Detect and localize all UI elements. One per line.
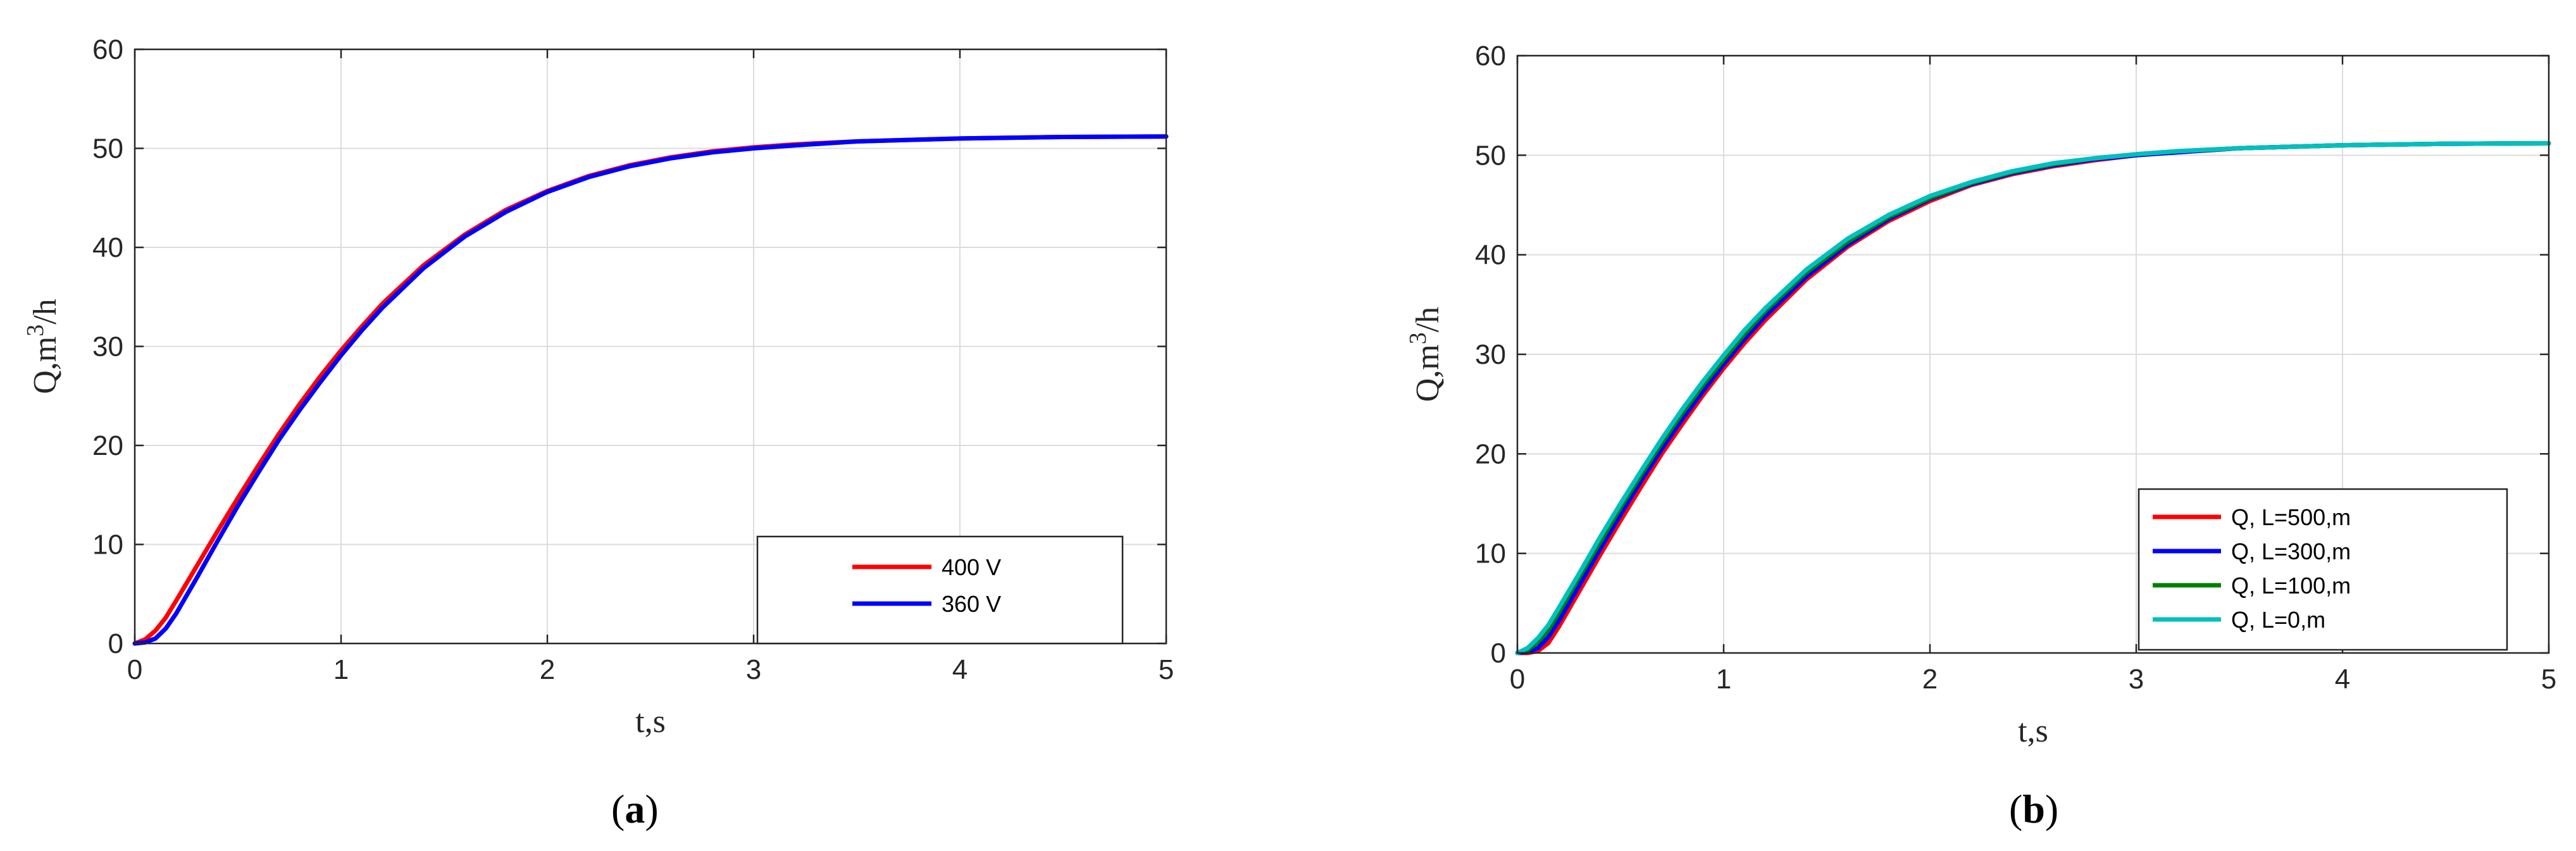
x-tick-label: 4	[2335, 664, 2350, 695]
legend-label-2: Q, L=300,m	[2231, 538, 2351, 564]
series-line-4	[1515, 141, 2551, 655]
panel-label: (a)	[611, 786, 659, 831]
y-tick-label: 20	[92, 430, 123, 461]
series-line-2	[132, 134, 1169, 646]
x-tick-label: 0	[1510, 664, 1525, 695]
y-tick-label: 30	[92, 332, 123, 363]
y-tick-label: 50	[92, 134, 123, 165]
x-tick-label: 1	[1716, 664, 1731, 695]
y-axis-label: Q,m3/h	[22, 299, 63, 394]
y-tick-label: 10	[92, 530, 123, 561]
y-axis-label: Q,m3/h	[1405, 307, 1446, 402]
y-tick-label: 30	[1475, 339, 1506, 370]
y-tick-label: 10	[1475, 538, 1506, 569]
x-tick-label: 5	[2541, 664, 2556, 695]
legend-label-1: Q, L=500,m	[2231, 504, 2351, 530]
y-tick-label: 0	[108, 628, 123, 659]
y-tick-label: 50	[1475, 140, 1506, 171]
x-tick-label: 0	[127, 654, 142, 685]
x-tick-label: 1	[333, 654, 349, 685]
x-tick-label: 2	[1922, 664, 1938, 695]
y-tick-label: 20	[1475, 438, 1506, 469]
legend-label-1: 400 V	[942, 554, 1001, 580]
x-tick-label: 4	[952, 654, 968, 685]
x-tick-label: 3	[746, 654, 761, 685]
x-tick-label: 2	[540, 654, 555, 685]
x-axis-label: t,s	[635, 704, 666, 740]
panel-label: (b)	[2009, 786, 2058, 831]
x-tick-label: 3	[2129, 664, 2144, 695]
legend-label-2: 360 V	[942, 591, 1001, 617]
legend-label-4: Q, L=0,m	[2231, 607, 2325, 633]
x-axis-label: t,s	[2018, 713, 2048, 749]
y-tick-label: 40	[92, 232, 123, 263]
x-tick-label: 5	[1159, 654, 1174, 685]
y-tick-label: 60	[1475, 40, 1506, 71]
legend-box	[756, 535, 1124, 645]
y-tick-label: 0	[1491, 638, 1506, 669]
y-tick-label: 60	[92, 34, 123, 65]
y-tick-label: 40	[1475, 240, 1506, 271]
legend-label-3: Q, L=100,m	[2231, 573, 2351, 599]
